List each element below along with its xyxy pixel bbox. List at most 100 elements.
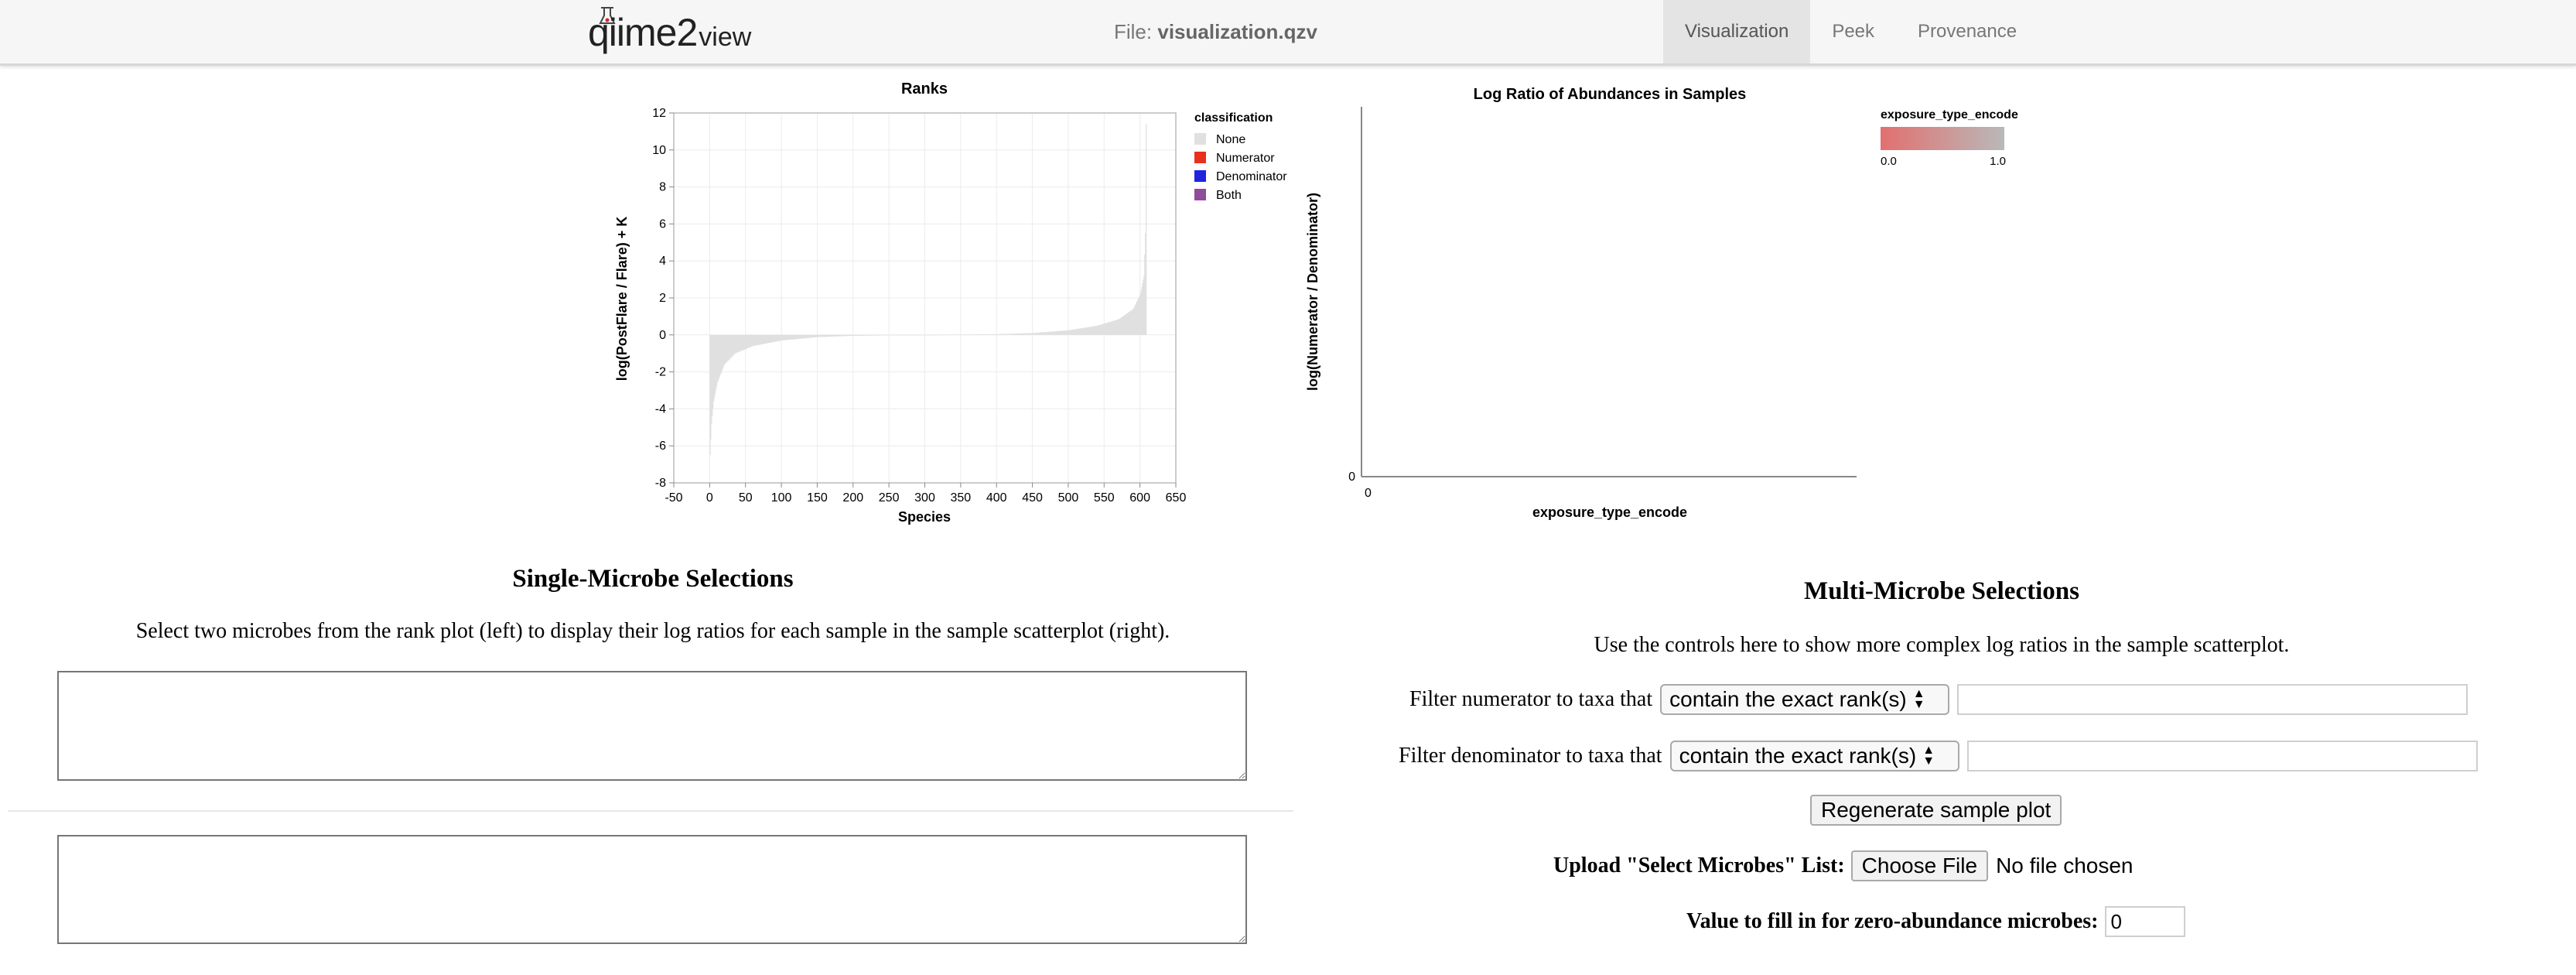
rank-bar[interactable] [789,334,791,340]
rank-bar[interactable] [714,334,716,395]
rank-bar[interactable] [1127,312,1129,335]
rank-bar[interactable] [863,334,864,336]
rank-bar[interactable] [791,334,793,340]
rank-bar[interactable] [1071,330,1073,335]
rank-bar[interactable] [801,334,803,339]
rank-bar[interactable] [1125,314,1126,335]
rank-bar[interactable] [1062,330,1064,335]
rank-bar[interactable] [718,334,719,380]
rank-bar[interactable] [895,334,897,336]
choose-file-button[interactable]: Choose File [1850,850,1989,881]
rank-bar[interactable] [1023,333,1025,335]
rank-bar[interactable] [929,334,931,336]
rank-bar[interactable] [737,334,739,353]
rank-bar[interactable] [716,334,718,383]
rank-bar[interactable] [759,334,760,345]
nav-peek[interactable]: Peek [1832,21,1875,42]
rank-bar[interactable] [1057,330,1060,335]
rank-bar[interactable] [1135,304,1136,335]
rank-bar[interactable] [743,334,746,350]
rank-bar[interactable] [726,334,727,363]
rank-bar[interactable] [1055,331,1057,335]
rank-bar[interactable] [826,334,828,337]
rank-bar[interactable] [762,334,764,344]
rank-bar[interactable] [874,334,876,336]
rank-bar[interactable] [797,334,798,340]
rank-bar[interactable] [904,334,906,336]
rank-bar[interactable] [835,334,837,337]
rank-bar[interactable] [1014,334,1016,335]
rank-bar[interactable] [733,334,736,354]
rank-bar[interactable] [746,334,747,349]
rank-bar[interactable] [798,334,800,339]
rank-bar[interactable] [987,334,989,335]
rank-bar[interactable] [1114,320,1115,335]
rank-bar[interactable] [1119,318,1121,335]
nav-provenance[interactable]: Provenance [1918,21,2017,42]
rank-bar[interactable] [1143,275,1145,335]
rank-bar[interactable] [993,334,995,335]
rank-bar[interactable] [1058,330,1061,335]
rank-bar[interactable] [952,334,954,336]
rank-bar[interactable] [870,334,873,336]
rank-bar[interactable] [1025,333,1027,335]
rank-bar[interactable] [852,334,854,337]
rank-bar[interactable] [955,334,957,335]
rank-bar[interactable] [744,334,746,350]
rank-bar[interactable] [1078,328,1080,335]
rank-bar[interactable] [1020,333,1022,335]
rank-bar[interactable] [1053,331,1054,335]
numerator-filter-select[interactable]: contain the exact rank(s) ▲ ▼ [1660,684,1950,715]
rank-bar[interactable] [910,334,912,336]
rank-bar[interactable] [1084,327,1085,335]
rank-bar[interactable] [941,334,943,336]
rank-bar[interactable] [873,334,874,336]
rank-bar[interactable] [1052,331,1054,335]
rank-bar[interactable] [900,334,902,336]
rank-bar[interactable] [1047,331,1050,335]
rank-bar[interactable] [896,334,897,336]
rank-bar[interactable] [742,334,743,351]
rank-bar[interactable] [850,334,852,337]
rank-bar[interactable] [889,334,890,336]
rank-bar[interactable] [970,334,972,335]
rank-bar[interactable] [964,334,965,335]
rank-bar[interactable] [1116,320,1118,335]
rank-bar[interactable] [772,334,774,343]
rank-bar[interactable] [1061,330,1062,335]
rank-bar[interactable] [767,334,769,344]
rank-bar[interactable] [802,334,805,339]
rank-bar[interactable] [947,334,948,336]
rank-bar[interactable] [835,334,836,337]
rank-bar[interactable] [719,334,721,376]
rank-bar[interactable] [967,334,969,335]
rank-bar[interactable] [1051,331,1053,335]
rank-bar[interactable] [780,334,781,341]
rank-bar[interactable] [1016,334,1018,335]
rank-bar[interactable] [1122,316,1124,335]
rank-bar[interactable] [992,334,993,335]
rank-bar[interactable] [885,334,887,336]
rank-bar[interactable] [711,334,712,424]
rank-bar[interactable] [821,334,822,337]
rank-bar[interactable] [777,334,779,341]
rank-bar[interactable] [966,334,968,335]
rank-bar[interactable] [796,334,798,340]
rank-bar[interactable] [779,334,781,341]
rank-bar[interactable] [999,334,1002,335]
rank-bar[interactable] [792,334,794,340]
rank-bar[interactable] [753,334,755,346]
rank-bar[interactable] [908,334,910,336]
rank-bar[interactable] [1103,323,1105,335]
rank-bar[interactable] [736,334,737,353]
rank-bar[interactable] [1028,333,1030,335]
rank-bar[interactable] [713,334,716,399]
rank-bar[interactable] [769,334,770,344]
rank-bar[interactable] [836,334,838,337]
rank-bar[interactable] [942,334,944,336]
rank-bar[interactable] [1031,333,1033,335]
rank-bar[interactable] [732,334,733,357]
rank-bar[interactable] [977,334,979,335]
rank-bar[interactable] [830,334,832,337]
rank-bar[interactable] [740,334,742,351]
